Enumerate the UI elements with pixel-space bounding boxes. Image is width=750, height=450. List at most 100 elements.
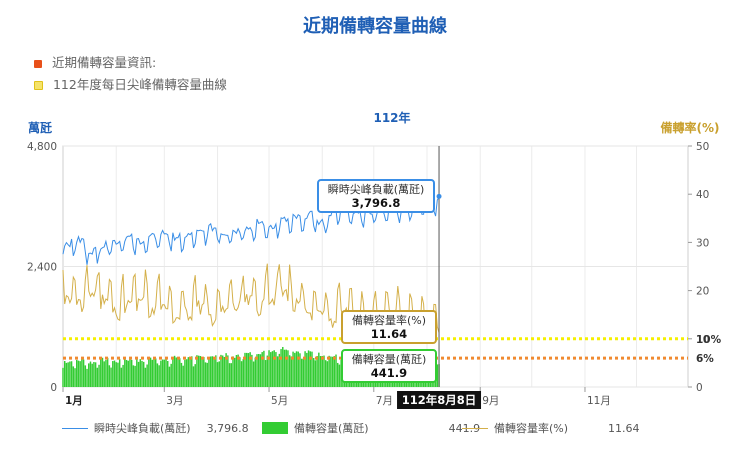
- reserve-bar: [103, 361, 105, 387]
- orange-square-icon: [34, 59, 42, 68]
- reserve-bar: [175, 357, 178, 387]
- reserve-bar: [74, 368, 76, 387]
- reserve-bar: [330, 356, 332, 387]
- x-tick-label: 7月: [376, 395, 393, 407]
- reserve-bar: [245, 352, 248, 387]
- legend-item-reserve-capacity[interactable]: 備轉容量(萬瓩) 441.9: [262, 420, 480, 436]
- reserve-bar: [230, 363, 232, 387]
- reserve-bar: [216, 362, 219, 387]
- reserve-bar: [184, 359, 186, 387]
- reserve-bar: [82, 359, 85, 387]
- legend-item-reserve-rate[interactable]: 備轉容量率(%) 11.64: [462, 420, 640, 436]
- reserve-bar: [306, 352, 308, 387]
- line-swatch-icon: [62, 427, 88, 429]
- reserve-bar: [144, 367, 147, 387]
- x-highlight-date: 112年8月8日: [397, 391, 482, 409]
- reserve-bar: [256, 354, 258, 387]
- reserve-bar: [335, 354, 337, 387]
- reserve-bar: [146, 364, 148, 387]
- legend-label: 備轉容量(萬瓩): [294, 422, 369, 435]
- reserve-bar: [94, 362, 97, 387]
- reserve-bar: [254, 357, 257, 387]
- reserve-bar: [280, 349, 282, 387]
- reserve-bar: [72, 366, 75, 387]
- reserve-bar: [125, 359, 128, 387]
- reserve-bar: [76, 359, 78, 387]
- reserve-bar: [180, 362, 183, 387]
- reserve-bar: [321, 356, 324, 387]
- tooltip: 備轉容量(萬瓩)441.9: [341, 349, 437, 383]
- reserve-bar: [142, 361, 145, 387]
- reserve-bar: [232, 356, 234, 387]
- reserve-bar: [98, 364, 100, 387]
- reserve-bar: [237, 354, 239, 387]
- reserve-bar: [215, 355, 217, 387]
- reserve-bar: [282, 346, 284, 387]
- reserve-bar: [77, 360, 80, 387]
- reserve-bar: [156, 363, 159, 387]
- reserve-bar: [148, 357, 150, 387]
- reserve-bar: [115, 362, 117, 387]
- reserve-bar: [62, 367, 64, 387]
- reserve-bar: [223, 356, 226, 387]
- reserve-bar: [338, 364, 341, 387]
- legend-value: 11.64: [608, 421, 640, 435]
- reserve-bar: [300, 358, 303, 387]
- reserve-bar: [137, 361, 140, 387]
- reference-label: 6%: [696, 353, 714, 365]
- reserve-bar: [263, 350, 265, 387]
- reserve-bar: [233, 357, 236, 387]
- legend-item-peak-load[interactable]: 瞬時尖峰負載(萬瓩) 3,796.8: [62, 420, 249, 436]
- reserve-bar: [240, 361, 243, 387]
- reserve-bar: [153, 359, 155, 387]
- reserve-bar: [182, 365, 184, 387]
- reserve-bar: [436, 364, 439, 387]
- reserve-bar: [225, 353, 227, 387]
- tooltip-value: 11.64: [371, 327, 407, 341]
- tooltip-value: 441.9: [371, 366, 407, 380]
- reserve-bar: [168, 366, 171, 387]
- info-item-yearly-curve[interactable]: 112年度每日尖峰備轉容量曲線: [34, 74, 227, 93]
- reserve-bar: [273, 350, 275, 387]
- reserve-bar: [206, 362, 208, 387]
- reserve-bar: [134, 365, 136, 387]
- reserve-bar: [294, 352, 296, 387]
- reserve-bar: [79, 361, 81, 387]
- info-item-recent[interactable]: 近期備轉容量資訊:: [34, 52, 156, 71]
- reserve-bar: [163, 359, 166, 387]
- reserve-bar: [84, 365, 87, 387]
- reserve-bar: [69, 361, 71, 387]
- reserve-bar: [287, 350, 289, 387]
- page-title: 近期備轉容量曲線: [303, 16, 447, 37]
- tooltip-box: [317, 179, 435, 213]
- reserve-bar: [292, 351, 294, 387]
- reserve-bar: [118, 359, 121, 387]
- reserve-bar: [318, 352, 320, 387]
- reserve-bar: [211, 356, 214, 387]
- reserve-bar: [67, 362, 69, 387]
- x-highlight-label: 112年8月8日: [402, 393, 477, 407]
- reserve-bar: [124, 359, 126, 387]
- reserve-bar: [261, 352, 263, 387]
- reserve-bar: [101, 357, 104, 387]
- reserve-bar: [177, 357, 179, 387]
- reserve-bar: [141, 360, 143, 387]
- reserve-bar: [129, 358, 131, 387]
- tooltip-box: [341, 349, 437, 383]
- reserve-bar: [161, 359, 164, 387]
- reserve-bar: [259, 354, 262, 387]
- reserve-bar: [139, 359, 141, 387]
- reserve-bar: [314, 360, 317, 387]
- reserve-bar: [199, 356, 202, 387]
- reference-label: 10%: [696, 334, 722, 346]
- reserve-bar: [113, 360, 116, 387]
- legend-label: 瞬時尖峰負載(萬瓩): [94, 422, 191, 435]
- reserve-bar: [89, 361, 92, 387]
- tooltip-title: 備轉容量(萬瓩): [352, 352, 427, 366]
- reserve-bar: [271, 351, 274, 387]
- reserve-bar: [122, 364, 124, 387]
- reserve-bar: [63, 361, 66, 387]
- y-right-title: 備轉率(%): [661, 120, 720, 135]
- reserve-bar: [220, 354, 222, 387]
